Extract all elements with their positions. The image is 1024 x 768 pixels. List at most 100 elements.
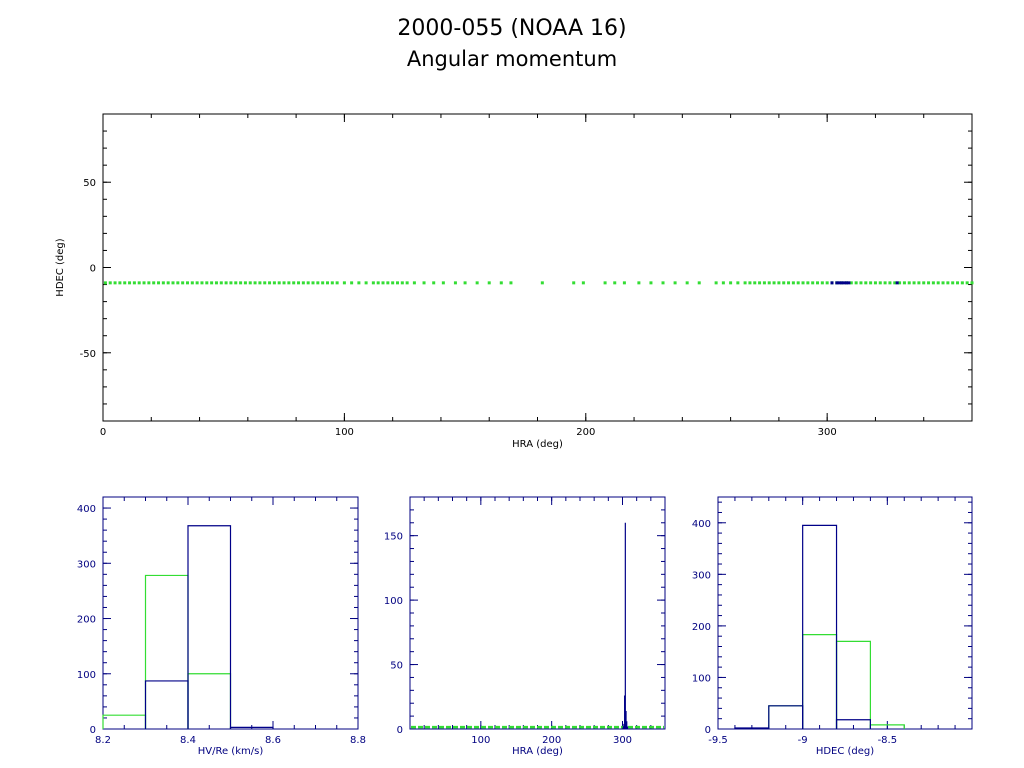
scatter-point-green bbox=[371, 281, 375, 285]
hist_hdec-bar-blue bbox=[835, 719, 871, 729]
scatter-point-green bbox=[441, 281, 445, 285]
scatter-point-green bbox=[859, 281, 863, 285]
scatter-point-green bbox=[801, 281, 805, 285]
scatter-point-green bbox=[743, 281, 747, 285]
scatter-point-green bbox=[234, 281, 238, 285]
scatter-ytick-label: 0 bbox=[90, 264, 96, 275]
scatter-point-green bbox=[357, 281, 361, 285]
scatter-point-green bbox=[142, 281, 146, 285]
scatter-point-green bbox=[181, 281, 185, 285]
scatter-point-green bbox=[714, 281, 718, 285]
scatter-point-green bbox=[123, 281, 127, 285]
scatter-point-green bbox=[499, 281, 503, 285]
scatter-point-blue bbox=[844, 281, 848, 285]
scatter-point-green bbox=[214, 281, 218, 285]
scatter-point-green bbox=[176, 281, 180, 285]
scatter-point-green bbox=[128, 281, 132, 285]
scatter-point-green bbox=[350, 281, 354, 285]
scatter-point-green bbox=[335, 281, 339, 285]
scatter-xtick-label: 300 bbox=[818, 427, 837, 438]
scatter-point-green bbox=[941, 281, 945, 285]
scatter-point-green bbox=[268, 281, 272, 285]
scatter-point-green bbox=[272, 281, 276, 285]
scatter-point-green bbox=[200, 281, 204, 285]
scatter-point-green bbox=[816, 281, 820, 285]
scatter-point-green bbox=[405, 281, 409, 285]
scatter-point-green bbox=[277, 281, 281, 285]
scatter-point-green bbox=[152, 281, 156, 285]
scatter-point-green bbox=[292, 281, 296, 285]
scatter-point-green bbox=[946, 281, 950, 285]
scatter-point-green bbox=[864, 281, 868, 285]
scatter-point-green bbox=[965, 281, 969, 285]
scatter-point-blue bbox=[895, 281, 899, 285]
hist_hv-ytick-label: 200 bbox=[77, 615, 96, 626]
scatter-point-green bbox=[381, 281, 385, 285]
scatter-point-green bbox=[540, 281, 544, 285]
scatter-point-green bbox=[787, 281, 791, 285]
scatter-point-green bbox=[936, 281, 940, 285]
scatter-point-blue bbox=[840, 281, 844, 285]
scatter-point-green bbox=[258, 281, 262, 285]
scatter-point-green bbox=[321, 281, 325, 285]
scatter-point-green bbox=[376, 281, 380, 285]
scatter-point-green bbox=[729, 281, 733, 285]
hist_hdec-ytick-label: 400 bbox=[692, 519, 711, 530]
scatter-frame bbox=[102, 113, 973, 422]
scatter-point-green bbox=[931, 281, 935, 285]
scatter-point-green bbox=[487, 281, 491, 285]
hist_hdec-xtick-label: -9 bbox=[798, 735, 808, 746]
scatter-point-green bbox=[132, 281, 136, 285]
scatter-xtick-label: 200 bbox=[576, 427, 595, 438]
hist_hv-bar-blue bbox=[187, 525, 232, 729]
scatter-point-green bbox=[263, 281, 267, 285]
scatter-point-green bbox=[854, 281, 858, 285]
scatter-point-green bbox=[325, 281, 329, 285]
scatter-point-green bbox=[970, 281, 974, 285]
scatter-point-green bbox=[297, 281, 301, 285]
scatter-point-green bbox=[253, 281, 257, 285]
scatter-point-green bbox=[581, 281, 585, 285]
scatter-point-green bbox=[463, 281, 467, 285]
hist_hdec-bar-green bbox=[835, 640, 871, 729]
scatter-point-green bbox=[108, 281, 112, 285]
scatter-point-green bbox=[951, 281, 955, 285]
hist_hra-ytick-label: 100 bbox=[384, 596, 403, 607]
scatter-point-green bbox=[103, 281, 107, 285]
scatter-point-green bbox=[282, 281, 286, 285]
scatter-point-green bbox=[767, 281, 771, 285]
scatter-ytick-label: 50 bbox=[83, 178, 96, 189]
scatter-xtick-label: 100 bbox=[335, 427, 354, 438]
hist_hdec-ytick-label: 200 bbox=[692, 622, 711, 633]
scatter-point-green bbox=[753, 281, 757, 285]
scatter-point-green bbox=[758, 281, 762, 285]
scatter-point-green bbox=[820, 281, 824, 285]
hist_hv-xlabel: HV/Re (km/s) bbox=[198, 746, 264, 757]
chart-title-block: 2000-055 (NOAA 16) Angular momentum bbox=[0, 14, 1024, 74]
scatter-point-green bbox=[195, 281, 199, 285]
scatter-point-green bbox=[342, 281, 346, 285]
scatter-point-green bbox=[796, 281, 800, 285]
hist_hdec-xtick-label: -9.5 bbox=[708, 735, 728, 746]
scatter-point-green bbox=[229, 281, 233, 285]
hist_hra-xtick-label: 200 bbox=[542, 735, 561, 746]
scatter-point-blue bbox=[837, 281, 841, 285]
scatter-point-green bbox=[287, 281, 291, 285]
hist_hra-xtick-label: 100 bbox=[471, 735, 490, 746]
scatter-point-green bbox=[849, 281, 853, 285]
scatter-point-green bbox=[878, 281, 882, 285]
scatter-point-green bbox=[210, 281, 214, 285]
scatter-point-green bbox=[811, 281, 815, 285]
scatter-point-green bbox=[956, 281, 960, 285]
scatter-point-green bbox=[777, 281, 781, 285]
hist_hv-bar-blue bbox=[229, 726, 274, 729]
scatter-point-green bbox=[898, 281, 902, 285]
scatter-point-green bbox=[907, 281, 911, 285]
hist_hdec-ytick-label: 300 bbox=[692, 570, 711, 581]
hist_hra-xtick-label: 300 bbox=[613, 735, 632, 746]
scatter-point-green bbox=[748, 281, 752, 285]
scatter-point-green bbox=[422, 281, 426, 285]
scatter-point-green bbox=[762, 281, 766, 285]
scatter-point-green bbox=[386, 281, 390, 285]
